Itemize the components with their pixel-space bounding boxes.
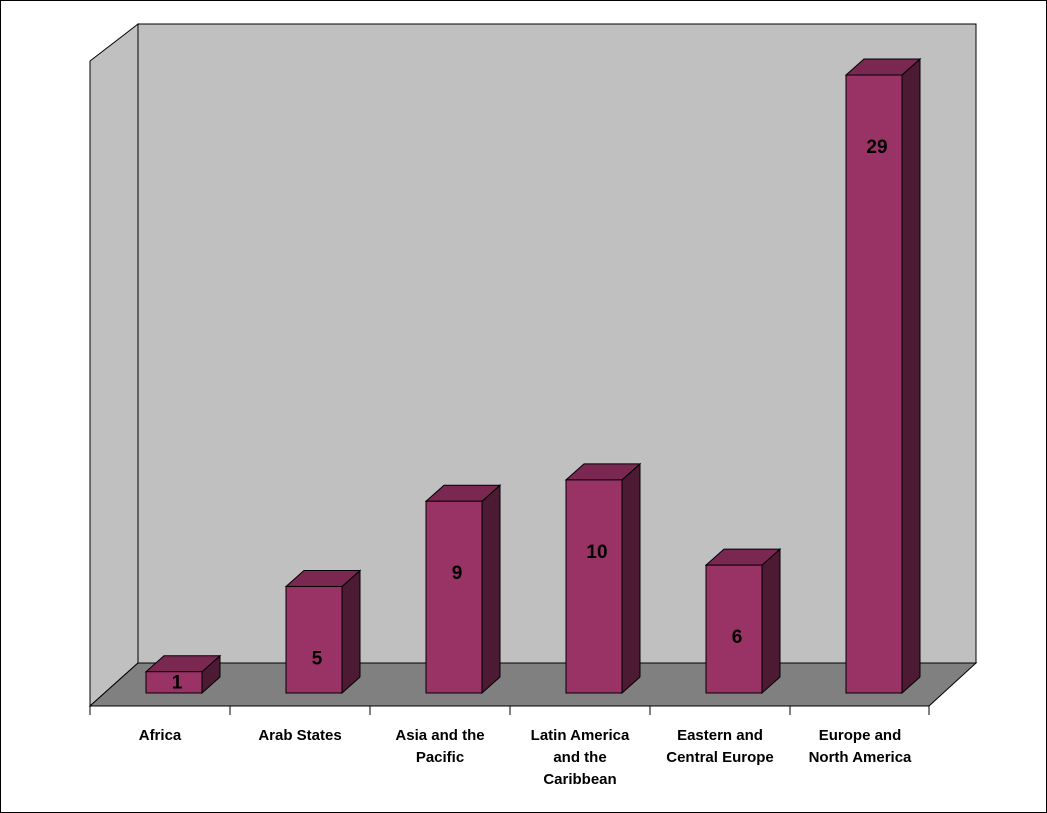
data-label: 29 bbox=[866, 137, 887, 158]
bar: 1 bbox=[144, 654, 222, 695]
bar-front-face bbox=[425, 500, 483, 694]
category-label-line: Eastern and bbox=[677, 727, 763, 744]
category-label: Eastern and Central Europe bbox=[666, 727, 774, 766]
side-wall bbox=[89, 22, 139, 708]
chart-bars: 1 5 9 10 6 29 bbox=[144, 57, 922, 695]
bar-side-face bbox=[621, 462, 641, 695]
bar: 6 bbox=[704, 548, 782, 695]
category-label-line: Arab States bbox=[258, 727, 341, 744]
bar-side-face bbox=[341, 569, 361, 695]
bar: 9 bbox=[424, 484, 502, 695]
bar: 10 bbox=[564, 462, 642, 695]
category-label: Asia and the Pacific bbox=[395, 727, 484, 766]
category-label-line: Central Europe bbox=[666, 749, 774, 766]
category-label-line: Latin America bbox=[531, 727, 630, 744]
bar-front-face bbox=[145, 671, 203, 694]
bar-front-face bbox=[565, 479, 623, 694]
category-label-line: North America bbox=[809, 749, 912, 766]
category-label-line: Asia and the bbox=[395, 727, 484, 744]
x-axis bbox=[89, 705, 930, 715]
bar-front-face bbox=[705, 564, 763, 694]
category-labels: Africa Arab States Asia and the Pacific Lati… bbox=[139, 727, 912, 788]
bar-front-face bbox=[845, 74, 903, 694]
bar-front-face bbox=[285, 585, 343, 694]
data-label: 1 bbox=[172, 673, 183, 694]
bar-side-face bbox=[481, 484, 501, 695]
bar-side-face bbox=[761, 548, 781, 695]
category-label: Europe and North America bbox=[809, 727, 912, 766]
bar-side-face bbox=[901, 57, 921, 695]
chart-walls bbox=[88, 22, 978, 708]
data-label: 6 bbox=[732, 627, 743, 648]
bar: 5 bbox=[284, 569, 362, 695]
floor bbox=[88, 662, 978, 707]
category-label-line: Africa bbox=[139, 727, 182, 744]
category-label-line: Europe and bbox=[819, 727, 902, 744]
category-label: Africa bbox=[139, 727, 182, 744]
bar: 29 bbox=[844, 57, 922, 695]
data-label: 5 bbox=[312, 648, 323, 669]
category-label-line: Caribbean bbox=[543, 771, 616, 788]
data-label: 9 bbox=[452, 563, 463, 584]
category-label: Latin America and the Caribbean bbox=[531, 727, 630, 788]
category-label: Arab States bbox=[258, 727, 341, 744]
category-label-line: Pacific bbox=[416, 749, 464, 766]
category-label-line: and the bbox=[553, 749, 606, 766]
data-label: 10 bbox=[586, 542, 607, 563]
